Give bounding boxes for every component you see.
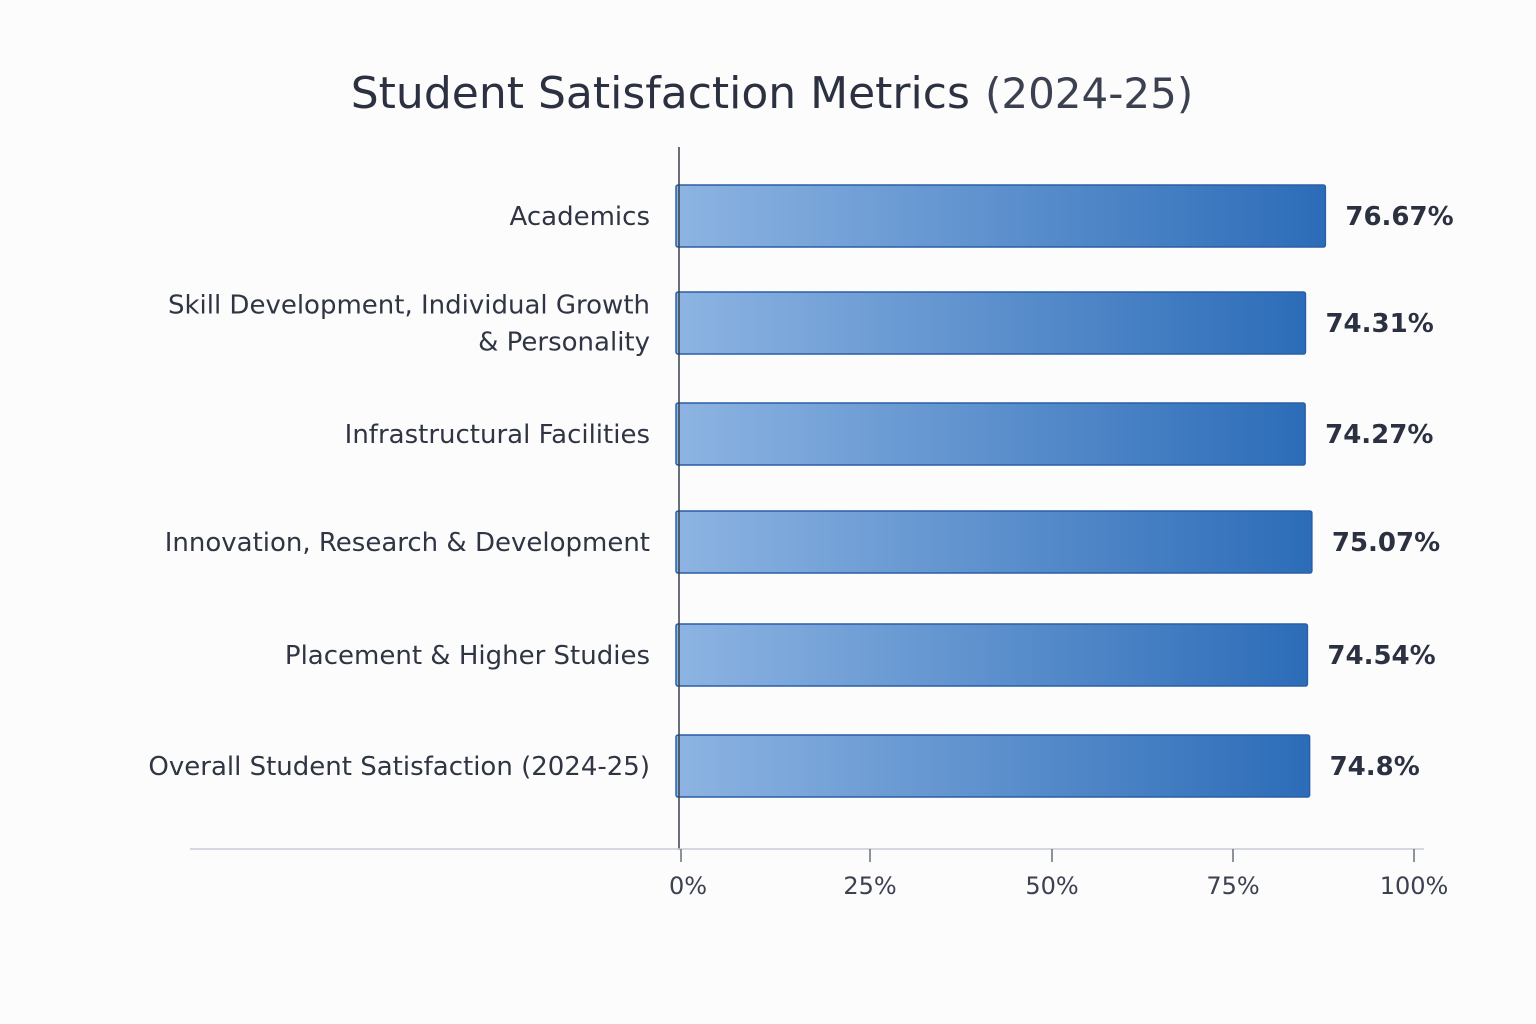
bar-4 (675, 623, 1309, 687)
bars-layer (675, 184, 1327, 798)
category-label-4: Placement & Higher Studies (285, 641, 650, 671)
bar-3 (675, 510, 1313, 574)
value-label-0: 76.67% (1345, 202, 1453, 232)
chart-title-main: Student Satisfaction Metrics (351, 68, 970, 119)
bar-2 (675, 402, 1306, 466)
value-label-3: 75.07% (1332, 528, 1440, 558)
category-label-3-line-0: Innovation, Research & Development (165, 528, 650, 558)
x-axis-ticks: 0% 25% 50% 75% 100% (669, 849, 1448, 900)
category-label-0-line-0: Academics (510, 202, 650, 232)
category-label-5: Overall Student Satisfaction (2024-25) (148, 752, 650, 782)
category-label-4-line-0: Placement & Higher Studies (285, 641, 650, 671)
category-label-1-line-1: & Personality (478, 328, 650, 358)
x-tick-label-4: 100% (1380, 872, 1449, 900)
x-tick-label-0: 0% (669, 872, 707, 900)
x-tick-label-3: 75% (1206, 872, 1259, 900)
x-tick-label-1: 25% (843, 872, 896, 900)
category-label-2: Infrastructural Facilities (345, 420, 650, 450)
category-label-2-line-0: Infrastructural Facilities (345, 420, 650, 450)
value-label-2: 74.27% (1325, 420, 1433, 450)
category-label-0: Academics (510, 202, 650, 232)
x-tick-label-2: 50% (1025, 872, 1078, 900)
chart-title-sub: (2024-25) (985, 69, 1193, 118)
category-label-5-line-0: Overall Student Satisfaction (2024-25) (148, 752, 650, 782)
bar-5 (675, 734, 1311, 798)
category-label-3: Innovation, Research & Development (165, 528, 650, 558)
bar-0 (675, 184, 1327, 248)
category-labels-layer: Academics Skill Development, Individual G… (148, 202, 650, 782)
category-label-1: Skill Development, Individual Growth & Pe… (168, 291, 650, 358)
chart-title: Student Satisfaction Metrics (2024-25) (351, 68, 1193, 119)
value-labels-layer: 76.67% 74.31% 74.27% 75.07% 74.54% 74.8% (1325, 202, 1454, 782)
bar-1 (675, 291, 1307, 355)
value-label-4: 74.54% (1327, 641, 1435, 671)
value-label-5: 74.8% (1330, 752, 1420, 782)
value-label-1: 74.31% (1325, 309, 1433, 339)
category-label-1-line-0: Skill Development, Individual Growth (168, 291, 650, 321)
